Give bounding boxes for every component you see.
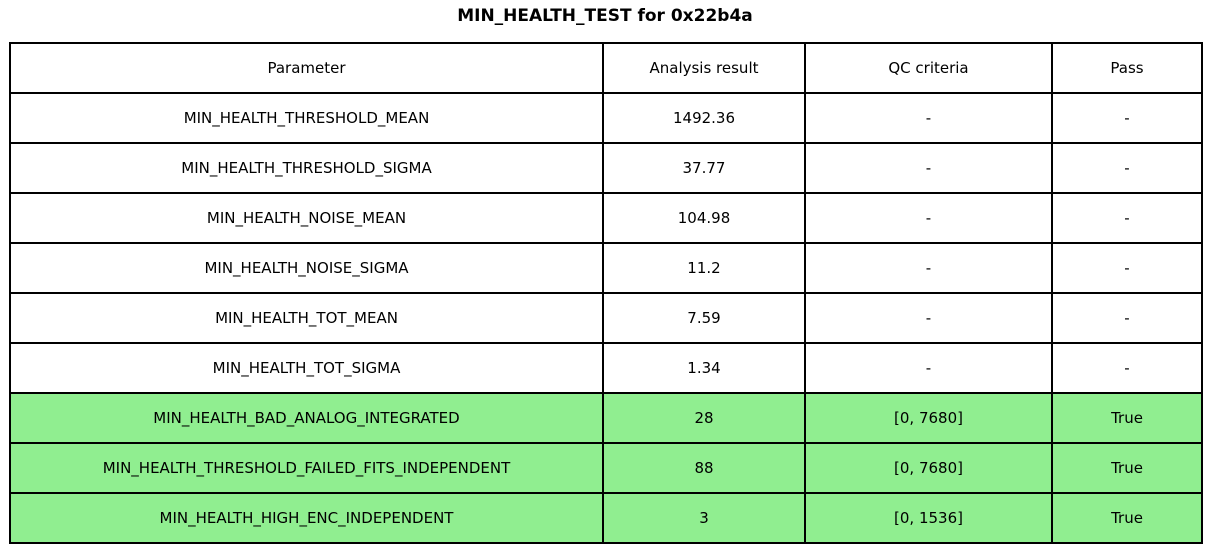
cell-analysis-result: 11.2 <box>602 242 806 294</box>
column-header-parameter: Parameter <box>9 42 604 94</box>
cell-analysis-result: 104.98 <box>602 192 806 244</box>
cell-pass: - <box>1051 292 1203 344</box>
cell-parameter: MIN_HEALTH_THRESHOLD_SIGMA <box>9 142 604 194</box>
table-row: MIN_HEALTH_BAD_ANALOG_INTEGRATED 28 [0, 76… <box>9 392 1203 444</box>
cell-analysis-result: 1492.36 <box>602 92 806 144</box>
cell-analysis-result: 1.34 <box>602 342 806 394</box>
cell-pass: - <box>1051 142 1203 194</box>
table-row: MIN_HEALTH_TOT_SIGMA 1.34- - <box>9 342 1203 394</box>
cell-analysis-result: 37.77 <box>602 142 806 194</box>
table-header: Parameter Analysis result QC criteria Pa… <box>9 42 1203 94</box>
column-header-qc-criteria: QC criteria <box>804 42 1053 94</box>
cell-parameter: MIN_HEALTH_THRESHOLD_FAILED_FITS_INDEPEN… <box>9 442 604 494</box>
page-title: MIN_HEALTH_TEST for 0x22b4a <box>457 6 753 26</box>
table-row: MIN_HEALTH_TOT_MEAN 7.59- - <box>9 292 1203 344</box>
cell-analysis-result: 7.59 <box>602 292 806 344</box>
cell-pass: True <box>1051 492 1203 544</box>
table-row: MIN_HEALTH_THRESHOLD_FAILED_FITS_INDEPEN… <box>9 442 1203 494</box>
cell-parameter: MIN_HEALTH_BAD_ANALOG_INTEGRATED <box>9 392 604 444</box>
cell-qc-criteria: - <box>804 92 1053 144</box>
cell-qc-criteria: - <box>804 242 1053 294</box>
cell-pass: - <box>1051 92 1203 144</box>
cell-analysis-result: 88 <box>602 442 806 494</box>
cell-parameter: MIN_HEALTH_TOT_SIGMA <box>9 342 604 394</box>
cell-pass: - <box>1051 342 1203 394</box>
cell-qc-criteria: - <box>804 342 1053 394</box>
cell-parameter: MIN_HEALTH_THRESHOLD_MEAN <box>9 92 604 144</box>
cell-qc-criteria: - <box>804 292 1053 344</box>
cell-qc-criteria: - <box>804 142 1053 194</box>
cell-qc-criteria: - <box>804 192 1053 244</box>
cell-analysis-result: 28 <box>602 392 806 444</box>
table-row: MIN_HEALTH_THRESHOLD_SIGMA 37.77- - <box>9 142 1203 194</box>
cell-parameter: MIN_HEALTH_HIGH_ENC_INDEPENDENT <box>9 492 604 544</box>
cell-pass: - <box>1051 242 1203 294</box>
table-body: MIN_HEALTH_THRESHOLD_MEAN 1492.36- - MIN_HE… <box>9 92 1203 544</box>
cell-qc-criteria: [0, 1536] <box>804 492 1053 544</box>
qc-results-table: Parameter Analysis result QC criteria Pa… <box>9 42 1203 544</box>
column-header-pass: Pass <box>1051 42 1203 94</box>
table-row: MIN_HEALTH_NOISE_SIGMA 11.2- - <box>9 242 1203 294</box>
table-row: MIN_HEALTH_THRESHOLD_MEAN 1492.36- - <box>9 92 1203 144</box>
cell-pass: - <box>1051 192 1203 244</box>
cell-pass: True <box>1051 392 1203 444</box>
cell-qc-criteria: [0, 7680] <box>804 392 1053 444</box>
header-row: Parameter Analysis result QC criteria Pa… <box>9 42 1203 94</box>
cell-parameter: MIN_HEALTH_NOISE_SIGMA <box>9 242 604 294</box>
cell-pass: True <box>1051 442 1203 494</box>
table-row: MIN_HEALTH_HIGH_ENC_INDEPENDENT 3 [0, 1536… <box>9 492 1203 544</box>
column-header-analysis-result: Analysis result <box>602 42 806 94</box>
table-row: MIN_HEALTH_NOISE_MEAN 104.98- - <box>9 192 1203 244</box>
cell-parameter: MIN_HEALTH_TOT_MEAN <box>9 292 604 344</box>
cell-analysis-result: 3 <box>602 492 806 544</box>
cell-parameter: MIN_HEALTH_NOISE_MEAN <box>9 192 604 244</box>
cell-qc-criteria: [0, 7680] <box>804 442 1053 494</box>
